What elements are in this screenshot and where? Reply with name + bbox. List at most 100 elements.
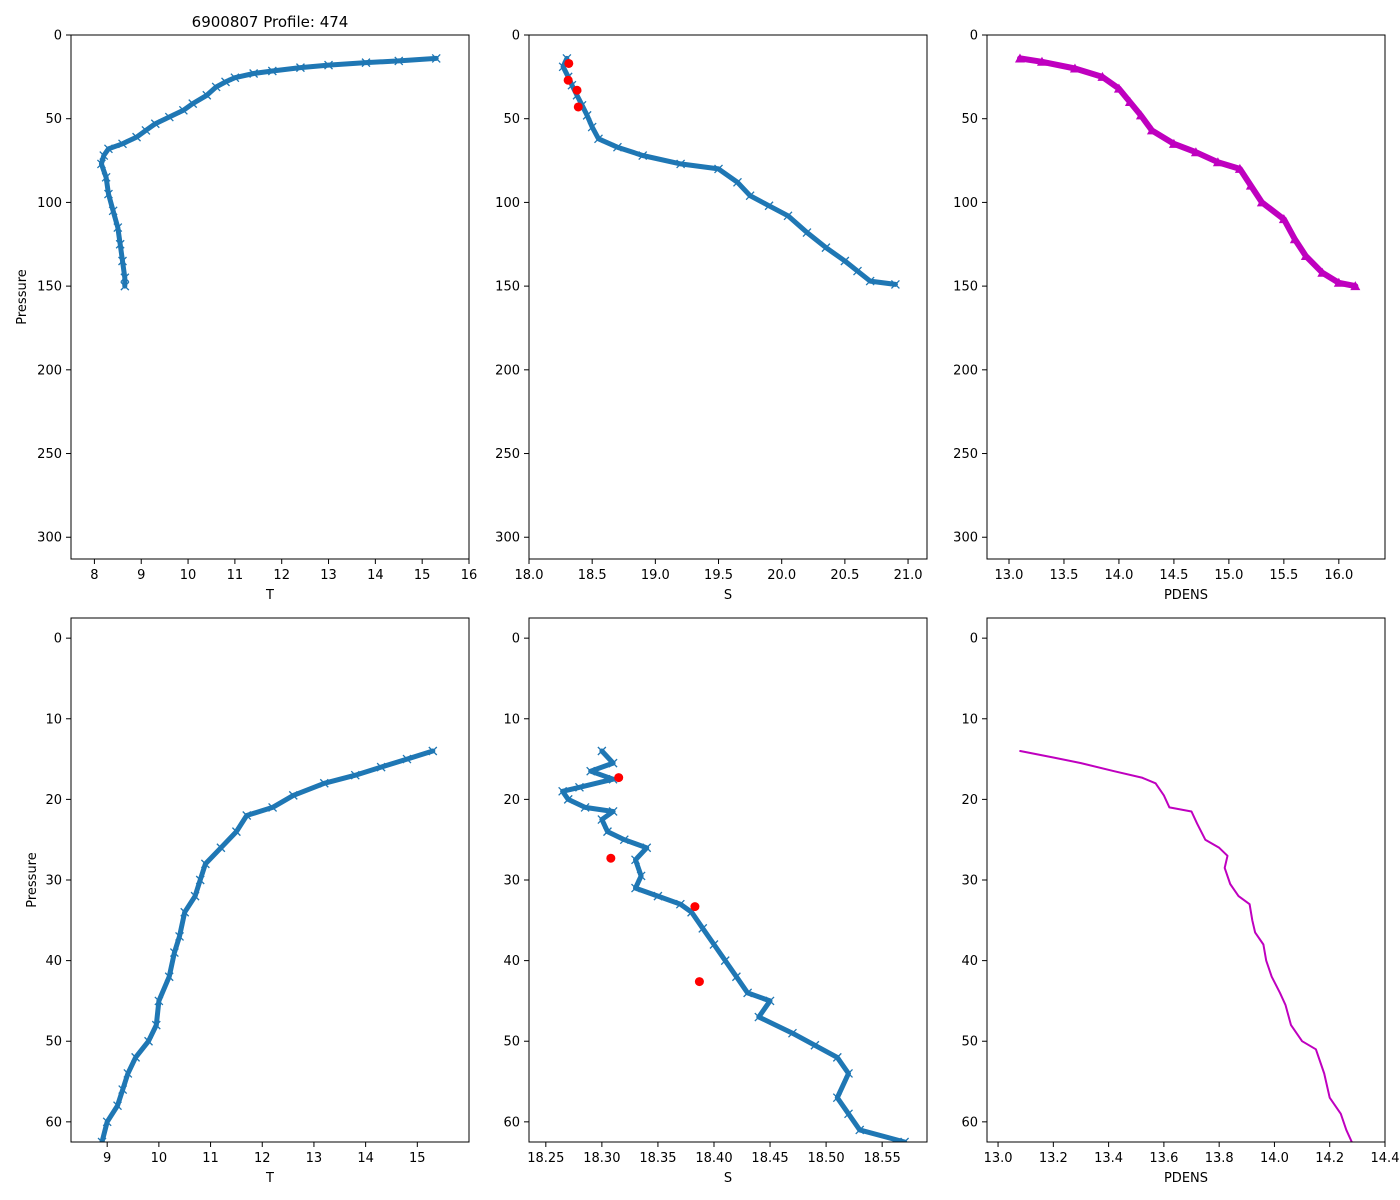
plot-data — [558, 53, 900, 289]
y-tick-label: 200 — [953, 363, 978, 378]
x-tick-label: 13.8 — [1205, 1151, 1234, 1166]
x-axis-label: S — [724, 588, 732, 603]
data-point — [131, 1052, 141, 1062]
y-tick-label: 60 — [961, 1115, 978, 1130]
y-tick-label: 50 — [503, 112, 520, 127]
data-point — [754, 1012, 764, 1022]
x-tick-label: 14.0 — [1104, 568, 1133, 583]
data-point — [840, 256, 850, 266]
data-point — [714, 164, 723, 174]
data-point — [676, 159, 686, 169]
y-tick-label: 0 — [512, 632, 520, 647]
data-point — [636, 871, 646, 881]
data-point — [118, 256, 127, 266]
series-line-s — [560, 748, 908, 1142]
data-point — [99, 151, 109, 160]
x-axis-label: PDENS — [1164, 1171, 1208, 1186]
y-tick-label: 40 — [45, 954, 62, 969]
x-tick-label: 18.50 — [807, 1151, 844, 1166]
data-point — [97, 1137, 107, 1142]
y-tick-label: 20 — [503, 793, 520, 808]
data-point — [268, 802, 278, 812]
flagged-point — [563, 75, 573, 85]
x-tick-label: 15 — [409, 1151, 426, 1166]
data-point — [113, 223, 123, 232]
data-point — [612, 142, 622, 152]
data-point — [1168, 138, 1179, 148]
data-point — [249, 69, 259, 78]
x-axis-label: PDENS — [1164, 588, 1208, 603]
x-tick-label: 19.5 — [704, 568, 733, 583]
x-tick-label: 12 — [273, 568, 290, 583]
y-tick-label: 250 — [37, 447, 62, 462]
data-point — [1113, 83, 1124, 93]
data-point — [180, 907, 190, 917]
x-tick-label: 14.2 — [1315, 1151, 1344, 1166]
data-point — [563, 794, 573, 804]
data-point — [175, 931, 185, 941]
x-tick-label: 15.0 — [1214, 568, 1243, 583]
plot-frame — [70, 617, 470, 1143]
y-tick-label: 150 — [37, 280, 62, 295]
x-tick-label: 14 — [367, 568, 384, 583]
data-point — [123, 1069, 133, 1078]
data-point — [178, 105, 188, 115]
data-point — [101, 172, 111, 182]
data-point — [361, 58, 371, 68]
data-point — [608, 758, 618, 768]
data-point — [195, 875, 205, 885]
data-point — [164, 972, 174, 982]
data-point — [164, 112, 174, 122]
flagged-point — [564, 58, 574, 68]
x-tick-label: 18.25 — [527, 1151, 564, 1166]
y-tick-label: 300 — [953, 531, 978, 546]
data-point — [144, 1036, 153, 1046]
y-tick-label: 50 — [45, 112, 62, 127]
data-point — [295, 63, 305, 73]
y-tick-label: 40 — [961, 954, 978, 969]
data-point — [574, 782, 584, 792]
data-point — [376, 762, 386, 772]
data-point — [118, 139, 127, 149]
data-point — [288, 790, 298, 800]
data-point — [132, 132, 142, 142]
data-point — [120, 281, 130, 291]
y-tick-label: 250 — [495, 447, 520, 462]
y-tick-label: 20 — [961, 793, 978, 808]
x-tick-label: 9 — [137, 568, 145, 583]
y-tick-label: 10 — [961, 712, 978, 727]
data-point — [1333, 277, 1344, 287]
data-point — [230, 73, 240, 83]
data-point — [190, 891, 200, 901]
x-tick-label: 16 — [461, 568, 478, 583]
flagged-point — [606, 853, 616, 863]
y-tick-label: 50 — [45, 1035, 62, 1050]
x-tick-label: 9 — [103, 1151, 111, 1166]
figure-title: 6900807 Profile: 474 — [192, 13, 349, 31]
data-point — [188, 99, 198, 109]
data-point — [853, 266, 862, 276]
data-point — [1278, 214, 1289, 224]
y-tick-label: 20 — [45, 793, 62, 808]
data-point — [743, 988, 753, 998]
data-point — [675, 899, 685, 909]
y-axis-label: Pressure — [25, 852, 40, 908]
data-point — [844, 1069, 853, 1078]
y-tick-label: 0 — [970, 632, 978, 647]
y-axis-label: Pressure — [15, 269, 30, 325]
data-point — [631, 855, 640, 865]
data-point — [267, 66, 277, 76]
flagged-point — [572, 85, 582, 95]
data-point — [154, 996, 164, 1006]
data-point — [108, 206, 118, 216]
data-point — [1036, 56, 1047, 66]
data-point — [150, 119, 160, 129]
data-point — [865, 276, 875, 286]
y-tick-label: 60 — [45, 1115, 62, 1130]
data-point — [608, 807, 618, 816]
chart-bottom-salinity: 18.25 18.30 18.35 18.40 18.45 18.50 18.55 0 10 20… — [503, 617, 928, 1186]
x-tick-label: 13.6 — [1149, 1151, 1178, 1166]
data-point — [745, 191, 755, 201]
x-tick-label: 18.45 — [751, 1151, 788, 1166]
plot-frame — [986, 617, 1386, 1143]
